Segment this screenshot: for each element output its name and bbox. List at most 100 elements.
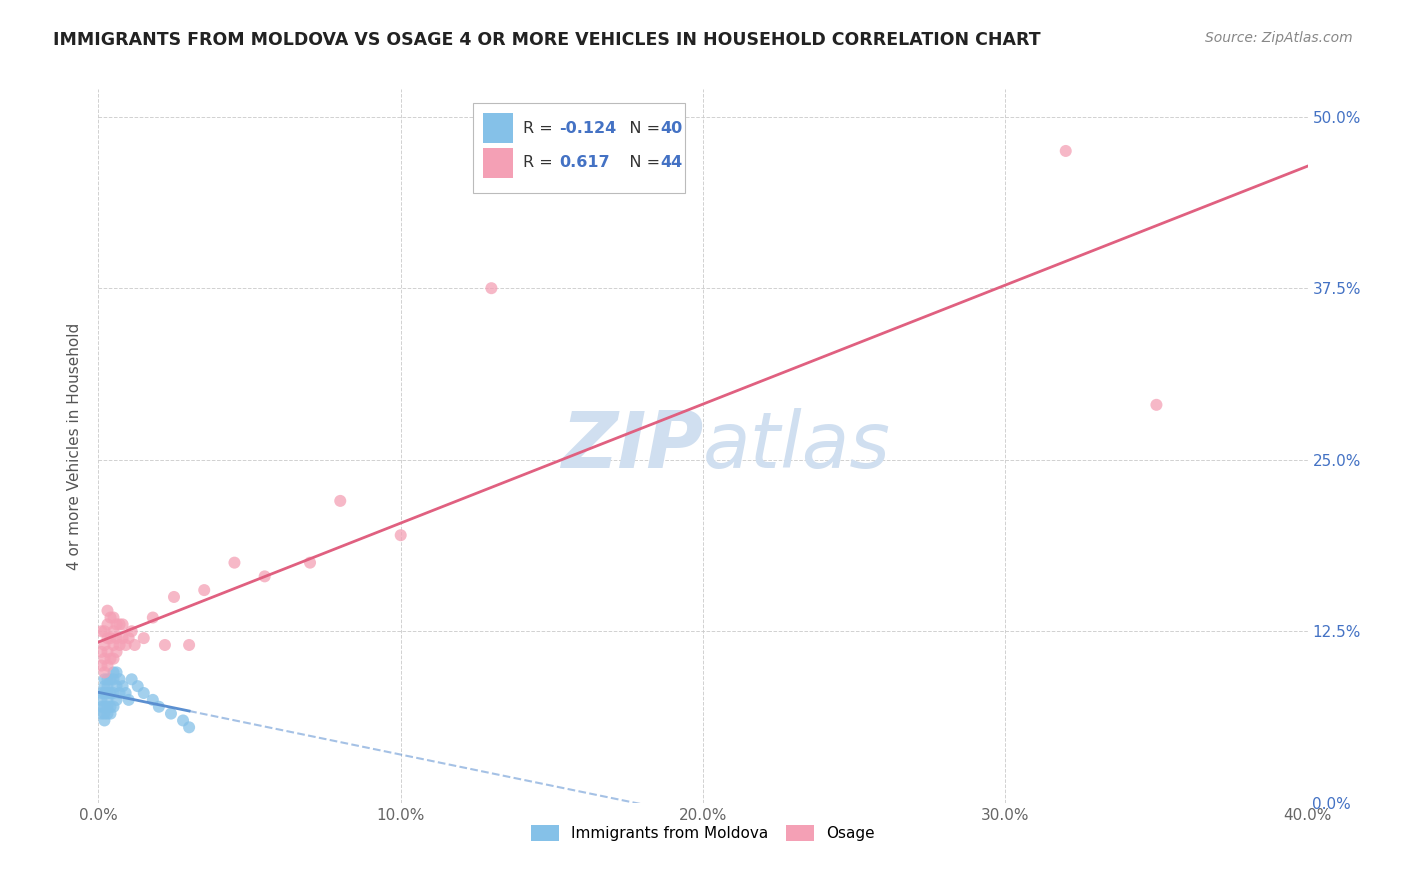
Point [96,631,118,645]
Point [90,706,112,721]
Point [93,686,115,700]
Point [172,714,194,728]
Point [121,673,143,687]
Y-axis label: 4 or more Vehicles in Household: 4 or more Vehicles in Household [67,322,83,570]
Point [105,617,128,632]
Text: R =: R = [523,121,558,136]
Point [114,638,136,652]
Legend: Immigrants from Moldova, Osage: Immigrants from Moldova, Osage [523,817,883,848]
Point [96,693,118,707]
Point [108,638,131,652]
Point [108,673,131,687]
Point [93,714,115,728]
Point [93,624,115,639]
Point [103,610,125,624]
Point [389,528,412,542]
Point [105,631,128,645]
Point [142,610,165,624]
Point [132,631,155,645]
Point [148,699,170,714]
Point [103,651,125,665]
Point [142,693,165,707]
Point [193,583,215,598]
Text: R =: R = [523,155,562,170]
Text: 40: 40 [661,121,683,136]
Point [121,624,143,639]
Point [124,638,146,652]
Text: atlas: atlas [703,408,891,484]
Point [160,706,183,721]
Point [90,693,112,707]
Point [96,699,118,714]
Text: 44: 44 [661,155,683,170]
FancyBboxPatch shape [474,103,685,193]
Point [93,665,115,680]
Point [1054,144,1077,158]
Text: N =: N = [613,121,665,136]
Point [96,645,118,659]
Point [100,673,122,687]
Text: ZIP: ZIP [561,408,703,484]
Point [253,569,276,583]
Point [93,699,115,714]
Text: N =: N = [613,155,665,170]
Point [224,556,246,570]
Point [132,686,155,700]
Point [90,699,112,714]
Point [93,706,115,721]
Text: 0.617: 0.617 [560,155,610,170]
Point [96,673,118,687]
Point [299,556,322,570]
Point [90,645,112,659]
Point [100,706,122,721]
Point [163,590,186,604]
Point [100,651,122,665]
Point [103,624,125,639]
Point [118,693,141,707]
Point [100,610,122,624]
Point [105,645,128,659]
Point [100,699,122,714]
Point [153,638,176,652]
Point [105,693,128,707]
Point [103,638,125,652]
Point [96,617,118,632]
Point [103,686,125,700]
Point [103,673,125,687]
Point [179,638,201,652]
Point [108,686,131,700]
Point [90,658,112,673]
Point [105,679,128,693]
Point [96,658,118,673]
Point [114,686,136,700]
Point [93,638,115,652]
Text: -0.124: -0.124 [560,121,616,136]
Point [100,631,122,645]
Point [96,706,118,721]
Point [96,686,118,700]
Point [96,679,118,693]
Point [111,631,134,645]
Point [108,617,131,632]
Point [96,604,118,618]
Point [100,686,122,700]
Point [179,720,201,734]
Point [1144,398,1167,412]
Point [90,624,112,639]
Point [118,631,141,645]
Point [127,679,149,693]
Point [93,673,115,687]
Point [103,665,125,680]
Text: Source: ZipAtlas.com: Source: ZipAtlas.com [1205,31,1353,45]
Point [111,617,134,632]
Point [481,281,503,295]
FancyBboxPatch shape [482,113,513,144]
Point [90,686,112,700]
Point [93,679,115,693]
FancyBboxPatch shape [482,148,513,178]
Point [93,651,115,665]
Point [105,665,128,680]
Text: IMMIGRANTS FROM MOLDOVA VS OSAGE 4 OR MORE VEHICLES IN HOUSEHOLD CORRELATION CHA: IMMIGRANTS FROM MOLDOVA VS OSAGE 4 OR MO… [53,31,1040,49]
Point [329,494,352,508]
Point [111,679,134,693]
